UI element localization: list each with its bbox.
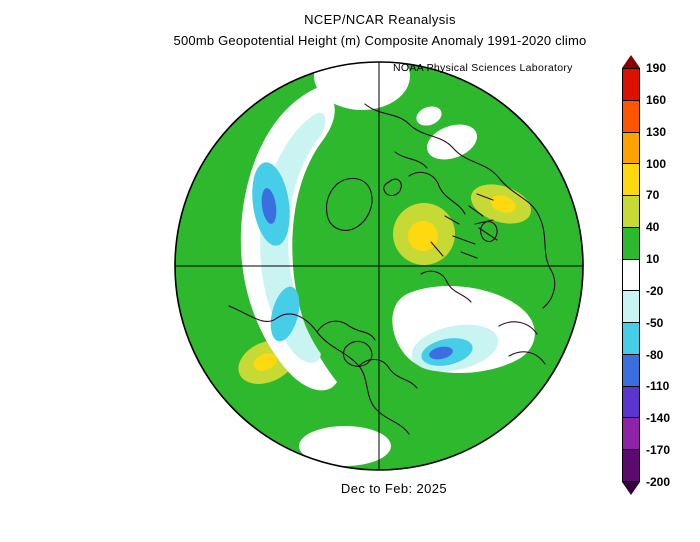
colorbar-tick-label: 70 bbox=[646, 188, 660, 203]
colorbar-segment bbox=[623, 323, 639, 355]
colorbar-top-arrow bbox=[622, 55, 640, 68]
atlantic-blue-core bbox=[429, 346, 453, 360]
coast-europe bbox=[408, 171, 466, 215]
colorbar-tick-label: -20 bbox=[646, 283, 664, 298]
colorbar-tick-label: -170 bbox=[646, 443, 671, 458]
coast-british-isles bbox=[383, 178, 402, 197]
colorbar-tick-label: 190 bbox=[646, 61, 667, 75]
anomaly-pole-yellow-core bbox=[408, 221, 438, 251]
colorbar-segment bbox=[623, 100, 639, 133]
coast-na-branch2 bbox=[358, 358, 418, 389]
colorbar-segment bbox=[623, 450, 639, 481]
plot-title: NCEP/NCAR Reanalysis bbox=[304, 12, 456, 27]
coast-hudson-bay bbox=[342, 340, 373, 367]
coastlines bbox=[228, 103, 556, 435]
positive-anomaly-patches bbox=[238, 184, 532, 384]
colorbar-segment bbox=[623, 132, 639, 165]
colorbar-segment bbox=[623, 291, 639, 324]
coast-north-america bbox=[228, 305, 410, 435]
map-boundary-circle bbox=[174, 61, 584, 471]
colorbar-tick-label: 130 bbox=[646, 124, 667, 139]
coast-eurasia bbox=[364, 103, 556, 309]
colorbar-segment bbox=[623, 69, 639, 101]
pacific-white-ring bbox=[240, 86, 337, 391]
colorbar-tick-label: -200 bbox=[646, 475, 671, 489]
neutral-patches-top bbox=[314, 62, 478, 160]
coast-scandinavia bbox=[394, 151, 428, 169]
coast-na-branch1 bbox=[316, 320, 376, 341]
neutral-top-right-small bbox=[416, 106, 442, 126]
period-caption: Dec to Feb: 2025 bbox=[340, 481, 448, 496]
anomaly-asia-yellow-core bbox=[490, 195, 516, 213]
colorbar-segment bbox=[623, 259, 639, 292]
title-block: NCEP/NCAR Reanalysis 500mb Geopotential … bbox=[0, 0, 700, 48]
grid-lines bbox=[175, 62, 583, 470]
colorbar-bottom-arrow bbox=[622, 482, 640, 495]
colorbar-segment bbox=[623, 227, 639, 260]
colorbar-tick-label: 40 bbox=[646, 220, 660, 235]
pacific-blue-core bbox=[261, 188, 277, 224]
neutral-bottom-center bbox=[299, 426, 391, 466]
colorbar-ticks: 190 160 130 100 70 40 10 -20 -50 -80 -110 -140 -170 -… bbox=[646, 61, 692, 489]
colorbar-segments bbox=[622, 68, 640, 482]
colorbar-tick-label: 10 bbox=[646, 252, 660, 267]
colorbar-segment bbox=[623, 196, 639, 228]
colorbar-tick-label: -80 bbox=[646, 347, 664, 362]
coast-greenland bbox=[325, 177, 373, 231]
borders-mideast bbox=[420, 270, 472, 303]
colorbar-tick-label: -140 bbox=[646, 411, 671, 426]
neutral-top-center bbox=[314, 62, 410, 110]
borders-asia bbox=[430, 193, 498, 259]
colorbar-tick-label: -50 bbox=[646, 315, 664, 330]
anomaly-sw-yellow-core bbox=[253, 353, 277, 371]
colorbar-segment bbox=[623, 418, 639, 451]
colorbar-tick-label: 160 bbox=[646, 92, 667, 107]
coast-caspian bbox=[480, 221, 498, 243]
plot-subtitle: 500mb Geopotential Height (m) Composite … bbox=[173, 33, 587, 48]
colorbar-segment bbox=[623, 164, 639, 197]
neutral-top-right bbox=[426, 124, 478, 160]
colorbar-segment bbox=[623, 386, 639, 419]
colorbar bbox=[622, 55, 640, 495]
negative-anomaly-atlantic bbox=[299, 285, 535, 466]
polar-map bbox=[174, 61, 584, 471]
coast-africa-med bbox=[498, 321, 546, 365]
colorbar-tick-label: -110 bbox=[646, 379, 670, 394]
colorbar-tick-label: 100 bbox=[646, 156, 667, 171]
credit-label: NOAA Physical Sciences Laboratory bbox=[393, 62, 573, 74]
colorbar-segment bbox=[623, 354, 639, 387]
